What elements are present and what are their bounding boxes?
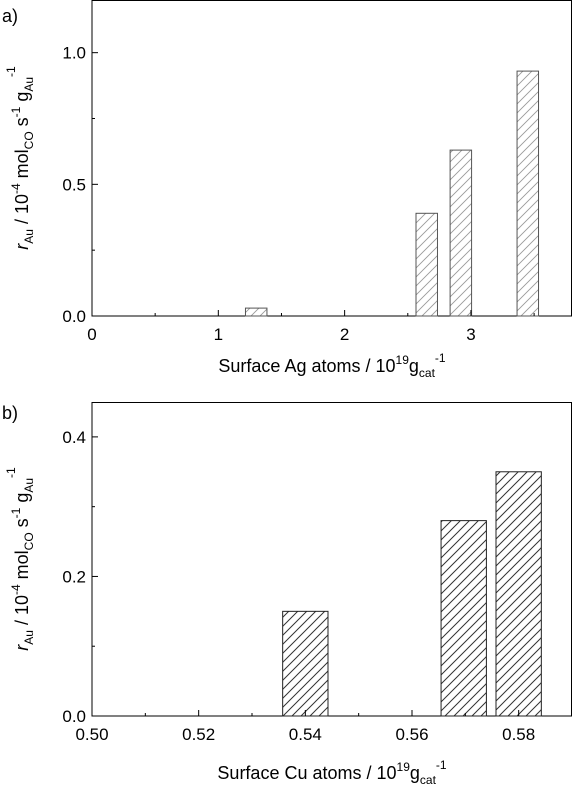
x-label-unit: g bbox=[409, 356, 419, 376]
y-tick-label: 1.0 bbox=[62, 44, 86, 63]
chart-panel-a: 0 1 2 30.00.51.0a)Surface Ag atoms / 1019gc… bbox=[2, 0, 572, 380]
y-label-mol-sub: CO bbox=[22, 131, 36, 149]
x-label-text: Surface Ag atoms / 10 bbox=[218, 356, 395, 376]
y-label-g-sub: Au bbox=[22, 77, 36, 92]
y-label-exponent: -4 bbox=[9, 584, 23, 595]
y-tick-label: 0.2 bbox=[62, 567, 86, 586]
x-label-exponent: 19 bbox=[397, 760, 411, 774]
x-axis-label: Surface Cu atoms / 1019gcat-1 bbox=[217, 758, 446, 787]
plot-frame bbox=[91, 0, 572, 317]
y-label-g-sup: -1 bbox=[4, 66, 18, 77]
y-label-mol: mol bbox=[12, 149, 32, 183]
x-tick-label: 0.52 bbox=[182, 725, 215, 744]
x-tick-label: 0.50 bbox=[75, 725, 108, 744]
y-axis-label: rAu / 10-4 molCO s-1 gAu-1 bbox=[4, 66, 36, 250]
x-tick-label: 0.58 bbox=[502, 725, 535, 744]
x-label-text: Surface Cu atoms / 10 bbox=[217, 763, 396, 783]
y-tick-label: 0.0 bbox=[62, 307, 86, 326]
bar bbox=[495, 471, 542, 717]
y-label-s: s bbox=[12, 117, 32, 131]
x-tick-label: 0.56 bbox=[395, 725, 428, 744]
x-tick-label: 2 bbox=[340, 325, 349, 344]
y-tick-label: 0.0 bbox=[62, 707, 86, 726]
y-axis-label: rAu / 10-4 molCO s-1 gAu-1 bbox=[4, 467, 36, 651]
bar bbox=[449, 149, 473, 317]
bar bbox=[516, 70, 540, 317]
x-label-unit-sup: -1 bbox=[435, 351, 446, 365]
y-label-g: g bbox=[12, 92, 32, 107]
y-tick-label: 0.5 bbox=[62, 175, 86, 194]
x-label-unit-sub: cat bbox=[419, 366, 436, 380]
y-label-text: / 10 bbox=[12, 595, 32, 630]
x-label-unit-sup: -1 bbox=[436, 758, 447, 772]
y-label-exponent: -4 bbox=[9, 183, 23, 194]
y-label-mol-sub: CO bbox=[22, 532, 36, 550]
y-label-s-sup: -1 bbox=[9, 507, 23, 518]
y-label-r-sub: Au bbox=[22, 229, 36, 244]
x-label-unit-sub: cat bbox=[420, 773, 437, 787]
y-label-r-sub: Au bbox=[22, 630, 36, 645]
chart-panel-b: 0.50 0.52 0.54 0.56 0.58 0.0 0.2 0.4 b) Surface C… bbox=[2, 402, 572, 787]
y-tick-label: 0.4 bbox=[62, 428, 86, 447]
bar bbox=[282, 610, 329, 717]
x-label-unit: g bbox=[410, 763, 420, 783]
x-tick-label: 1 bbox=[214, 325, 223, 344]
bar bbox=[244, 307, 268, 317]
x-label-exponent: 19 bbox=[396, 353, 410, 367]
y-label-text: / 10 bbox=[12, 194, 32, 229]
y-label-r: r bbox=[12, 644, 32, 651]
y-label-g-sup: -1 bbox=[4, 467, 18, 478]
bar bbox=[415, 212, 438, 317]
x-tick-label: 0.54 bbox=[289, 725, 322, 744]
plot-frame bbox=[91, 402, 572, 717]
x-tick-label: 3 bbox=[466, 325, 475, 344]
y-label-g: g bbox=[12, 493, 32, 508]
x-tick-label: 0 bbox=[87, 325, 96, 344]
y-label-s: s bbox=[12, 518, 32, 532]
panel-label: b) bbox=[2, 403, 18, 423]
bar bbox=[440, 520, 487, 717]
y-label-mol: mol bbox=[12, 550, 32, 584]
y-label-s-sup: -1 bbox=[9, 106, 23, 117]
y-label-g-sub: Au bbox=[22, 478, 36, 493]
x-axis-label: Surface Ag atoms / 1019gcat-1 bbox=[218, 351, 445, 380]
panel-label: a) bbox=[2, 6, 18, 26]
y-label-r: r bbox=[12, 243, 32, 250]
